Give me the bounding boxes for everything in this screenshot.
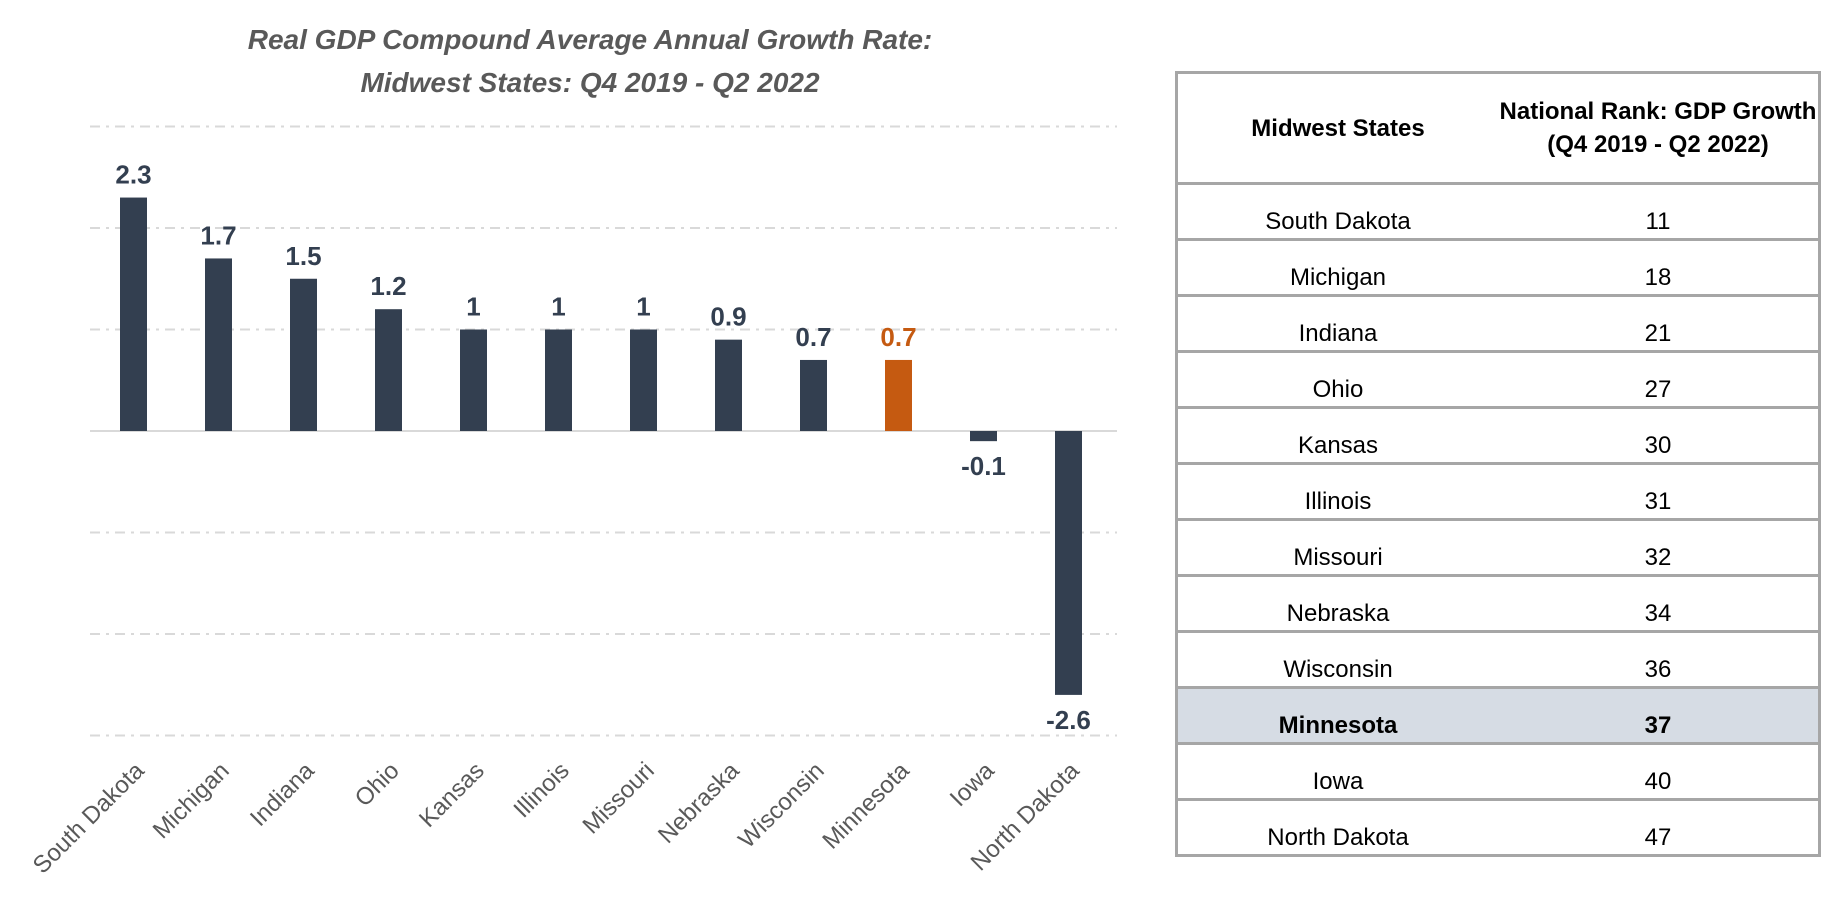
bar-indiana	[290, 278, 317, 431]
rank-table: Midwest States National Rank: GDP Growth…	[1175, 71, 1821, 857]
table-cell-rank: 27	[1498, 350, 1820, 408]
data-labels: 2.3 1.7 1.5 1.2 1 1 1 0.9 0.7 0.7 -0.1 -2.6	[115, 160, 1090, 735]
table-cell-state: Nebraska	[1176, 574, 1498, 632]
bar-south-dakota	[120, 197, 147, 431]
chart-title-line-1: Real GDP Compound Average Annual Growth …	[247, 24, 933, 55]
table-cell-state: Minnesota	[1176, 686, 1498, 744]
table-cell-rank: 11	[1498, 182, 1820, 240]
header-national-rank: National Rank: GDP Growth (Q4 2019 - Q2 …	[1498, 71, 1820, 184]
data-label: 1	[636, 292, 650, 322]
category-label: Indiana	[245, 757, 320, 832]
table-row: Kansas 30	[1176, 406, 1820, 464]
data-label: 1	[466, 292, 480, 322]
category-label: South Dakota	[28, 757, 150, 879]
table-row: Minnesota 37	[1176, 686, 1820, 744]
table-cell-state: Kansas	[1176, 406, 1498, 464]
category-label: Ohio	[350, 757, 405, 812]
data-label: -2.6	[1046, 705, 1091, 735]
category-label: Kansas	[414, 757, 490, 833]
table-cell-rank: 47	[1498, 798, 1820, 856]
table-row: Iowa 40	[1176, 742, 1820, 800]
table-cell-state: Indiana	[1176, 294, 1498, 352]
gridlines	[90, 125, 1117, 737]
data-label: 0.7	[795, 322, 831, 352]
bar-ohio	[375, 309, 402, 431]
category-label: Iowa	[945, 757, 1000, 812]
header-midwest-states: Midwest States	[1176, 71, 1498, 184]
category-label: Wisconsin	[733, 757, 829, 853]
table-row: Wisconsin 36	[1176, 630, 1820, 688]
data-label: 0.9	[710, 302, 746, 332]
data-label: 0.7	[880, 322, 916, 352]
table-cell-rank: 36	[1498, 630, 1820, 688]
category-label: Missouri	[577, 757, 659, 839]
data-label: 2.3	[115, 160, 151, 190]
table-cell-state: Wisconsin	[1176, 630, 1498, 688]
bar-iowa	[970, 431, 997, 442]
chart-title: Real GDP Compound Average Annual Growth …	[60, 18, 1120, 104]
table-row: Nebraska 34	[1176, 574, 1820, 632]
bar-michigan	[205, 258, 232, 431]
table-header-row: Midwest States National Rank: GDP Growth…	[1176, 71, 1820, 184]
data-label: 1.2	[370, 271, 406, 301]
data-label: -0.1	[961, 451, 1006, 481]
data-label: 1.5	[285, 241, 321, 271]
bar-nebraska	[715, 339, 742, 431]
table-cell-state: South Dakota	[1176, 182, 1498, 240]
bars	[120, 197, 1082, 695]
table-cell-rank: 34	[1498, 574, 1820, 632]
table-cell-rank: 37	[1498, 686, 1820, 744]
table-row: Michigan 18	[1176, 238, 1820, 296]
header-national-rank-line-1: National Rank: GDP Growth	[1499, 98, 1817, 125]
category-label: Illinois	[508, 757, 574, 823]
bar-minnesota	[885, 359, 912, 431]
table-cell-rank: 21	[1498, 294, 1820, 352]
table-row: Ohio 27	[1176, 350, 1820, 408]
bar-north-dakota	[1055, 431, 1082, 695]
table-cell-rank: 31	[1498, 462, 1820, 520]
category-label: Michigan	[148, 757, 235, 844]
table-cell-rank: 30	[1498, 406, 1820, 464]
table-cell-state: North Dakota	[1176, 798, 1498, 856]
chart-title-line-2: Midwest States: Q4 2019 - Q2 2022	[360, 67, 820, 98]
data-label: 1.7	[200, 220, 236, 250]
data-label: 1	[551, 292, 565, 322]
table-cell-state: Ohio	[1176, 350, 1498, 408]
bar-illinois	[545, 329, 572, 431]
table-row: Indiana 21	[1176, 294, 1820, 352]
table-cell-state: Michigan	[1176, 238, 1498, 296]
table-cell-state: Iowa	[1176, 742, 1498, 800]
category-label: Nebraska	[653, 757, 745, 849]
table-cell-rank: 18	[1498, 238, 1820, 296]
table-row: South Dakota 11	[1176, 182, 1820, 240]
bar-missouri	[630, 329, 657, 431]
table-row: North Dakota 47	[1176, 798, 1820, 856]
table-cell-rank: 40	[1498, 742, 1820, 800]
bar-kansas	[460, 329, 487, 431]
table-cell-rank: 32	[1498, 518, 1820, 576]
table-cell-state: Illinois	[1176, 462, 1498, 520]
table-row: Missouri 32	[1176, 518, 1820, 576]
table-body: South Dakota 11 Michigan 18 Indiana 21 Ohio 27 K…	[1176, 182, 1820, 856]
bar-chart: 2.3 1.7 1.5 1.2 1 1 1 0.9 0.7 0.7 -0.1 -2.6 South D…	[28, 125, 1117, 879]
category-label: Minnesota	[817, 757, 915, 855]
table-cell-state: Missouri	[1176, 518, 1498, 576]
header-national-rank-line-2: (Q4 2019 - Q2 2022)	[1547, 131, 1769, 158]
bar-wisconsin	[800, 359, 827, 431]
table-row: Illinois 31	[1176, 462, 1820, 520]
